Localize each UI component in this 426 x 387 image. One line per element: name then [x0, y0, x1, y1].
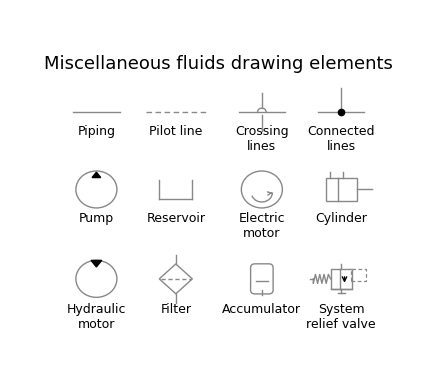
Text: Pump: Pump — [79, 212, 114, 225]
Bar — [350, 269, 365, 281]
Text: Miscellaneous fluids drawing elements: Miscellaneous fluids drawing elements — [44, 55, 392, 74]
Text: System
relief valve: System relief valve — [306, 303, 375, 331]
Polygon shape — [91, 260, 101, 267]
Polygon shape — [92, 172, 101, 178]
Text: Reservoir: Reservoir — [146, 212, 205, 225]
Text: Pilot line: Pilot line — [149, 125, 202, 139]
Text: Hydraulic
motor: Hydraulic motor — [66, 303, 126, 331]
Text: Connected
lines: Connected lines — [307, 125, 374, 153]
Text: Crossing
lines: Crossing lines — [234, 125, 288, 153]
Text: Cylinder: Cylinder — [315, 212, 366, 225]
Text: Accumulator: Accumulator — [222, 303, 301, 316]
Text: Piping: Piping — [77, 125, 115, 139]
Text: Filter: Filter — [160, 303, 191, 316]
Text: Electric
motor: Electric motor — [238, 212, 285, 240]
Bar — [330, 269, 351, 289]
Bar — [325, 178, 356, 200]
